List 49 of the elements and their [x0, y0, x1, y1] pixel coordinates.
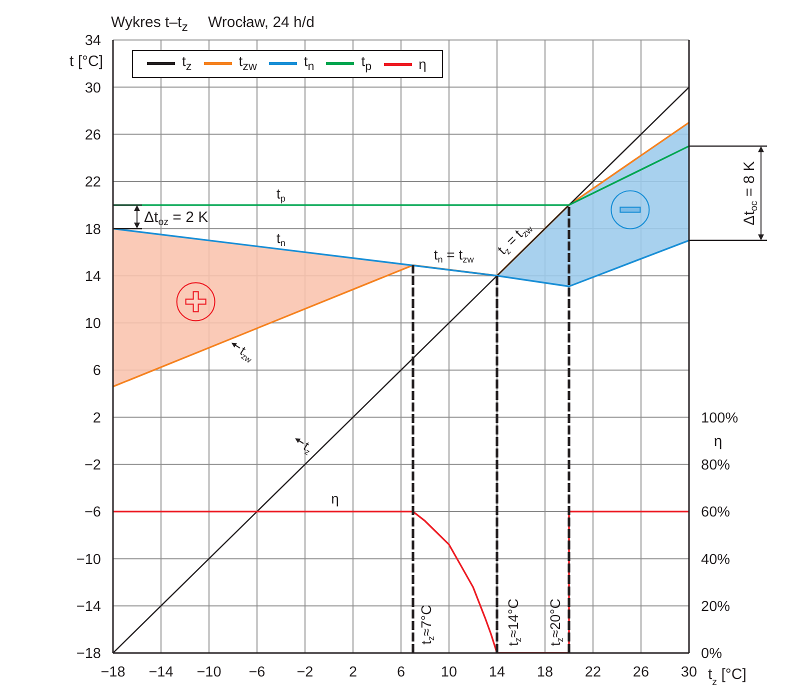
x-tick-label: 10: [440, 664, 458, 680]
chart-subtitle: Wrocław, 24 h/d: [208, 14, 314, 33]
legend-label: t$_{z}$: [182, 53, 192, 75]
y2-tick-label: 100%: [701, 410, 738, 426]
y-tick-label: 6: [92, 363, 101, 380]
x-tick-label: −2: [296, 664, 314, 680]
chart-title: Wykres t–t$_{z}$: [111, 14, 188, 34]
x-tick-label: 30: [680, 664, 698, 680]
x-tick-label: 18: [536, 664, 554, 680]
y2-tick-label: 60%: [701, 504, 730, 521]
y-tick-label: 10: [84, 316, 101, 332]
y2-tick-label: 40%: [701, 552, 730, 568]
y-axis-title: t [°C]: [69, 53, 103, 70]
y-tick-label: −10: [76, 552, 101, 568]
annotation: η: [331, 490, 339, 507]
x-tick-label: −10: [196, 664, 222, 680]
x-tick-label: 14: [488, 664, 506, 680]
annotation: t$_{n}$: [276, 230, 286, 248]
y-tick-label: 18: [84, 222, 101, 238]
y2-tick-label: 80%: [701, 458, 730, 474]
x-tick-label: −14: [148, 664, 174, 680]
y-tick-label: −14: [76, 598, 101, 615]
x-tick-label: 6: [396, 664, 406, 680]
y2-axis-title: η: [714, 432, 722, 450]
legend-label: η: [418, 56, 426, 72]
x-tick-label: 26: [632, 664, 650, 680]
x-tick-label: 2: [348, 664, 358, 680]
y-tick-label: 26: [84, 127, 101, 144]
x-axis-title: t$_{z}$ [°C]: [708, 666, 746, 688]
y-tick-label: 22: [84, 174, 101, 191]
y-tick-label: −6: [84, 504, 101, 521]
annotation: t$_{n}$ = t$_{zw}$: [434, 246, 474, 265]
y-tick-label: −2: [84, 458, 101, 474]
legend-label: t$_{p}$: [361, 53, 372, 75]
y-tick-label: −18: [76, 646, 101, 662]
line-series: [113, 228, 689, 288]
x-tick-label: 22: [584, 664, 602, 680]
x-tick-label: −6: [248, 664, 266, 680]
annotation: t$_{p}$: [276, 185, 286, 204]
y-tick-label: 2: [92, 410, 101, 426]
y-tick-label: 34: [84, 33, 101, 50]
legend-label: t$_{n}$: [304, 53, 314, 75]
y-tick-label: 30: [84, 80, 101, 96]
legend-label: t$_{zw}$: [238, 53, 257, 75]
y-tick-label: 14: [84, 268, 101, 285]
line-series: [113, 122, 689, 388]
annotation: Δt$_{oz}$ = 2 K: [144, 208, 208, 228]
y2-tick-label: 20%: [701, 598, 730, 615]
y2-tick-label: 0%: [701, 646, 722, 662]
